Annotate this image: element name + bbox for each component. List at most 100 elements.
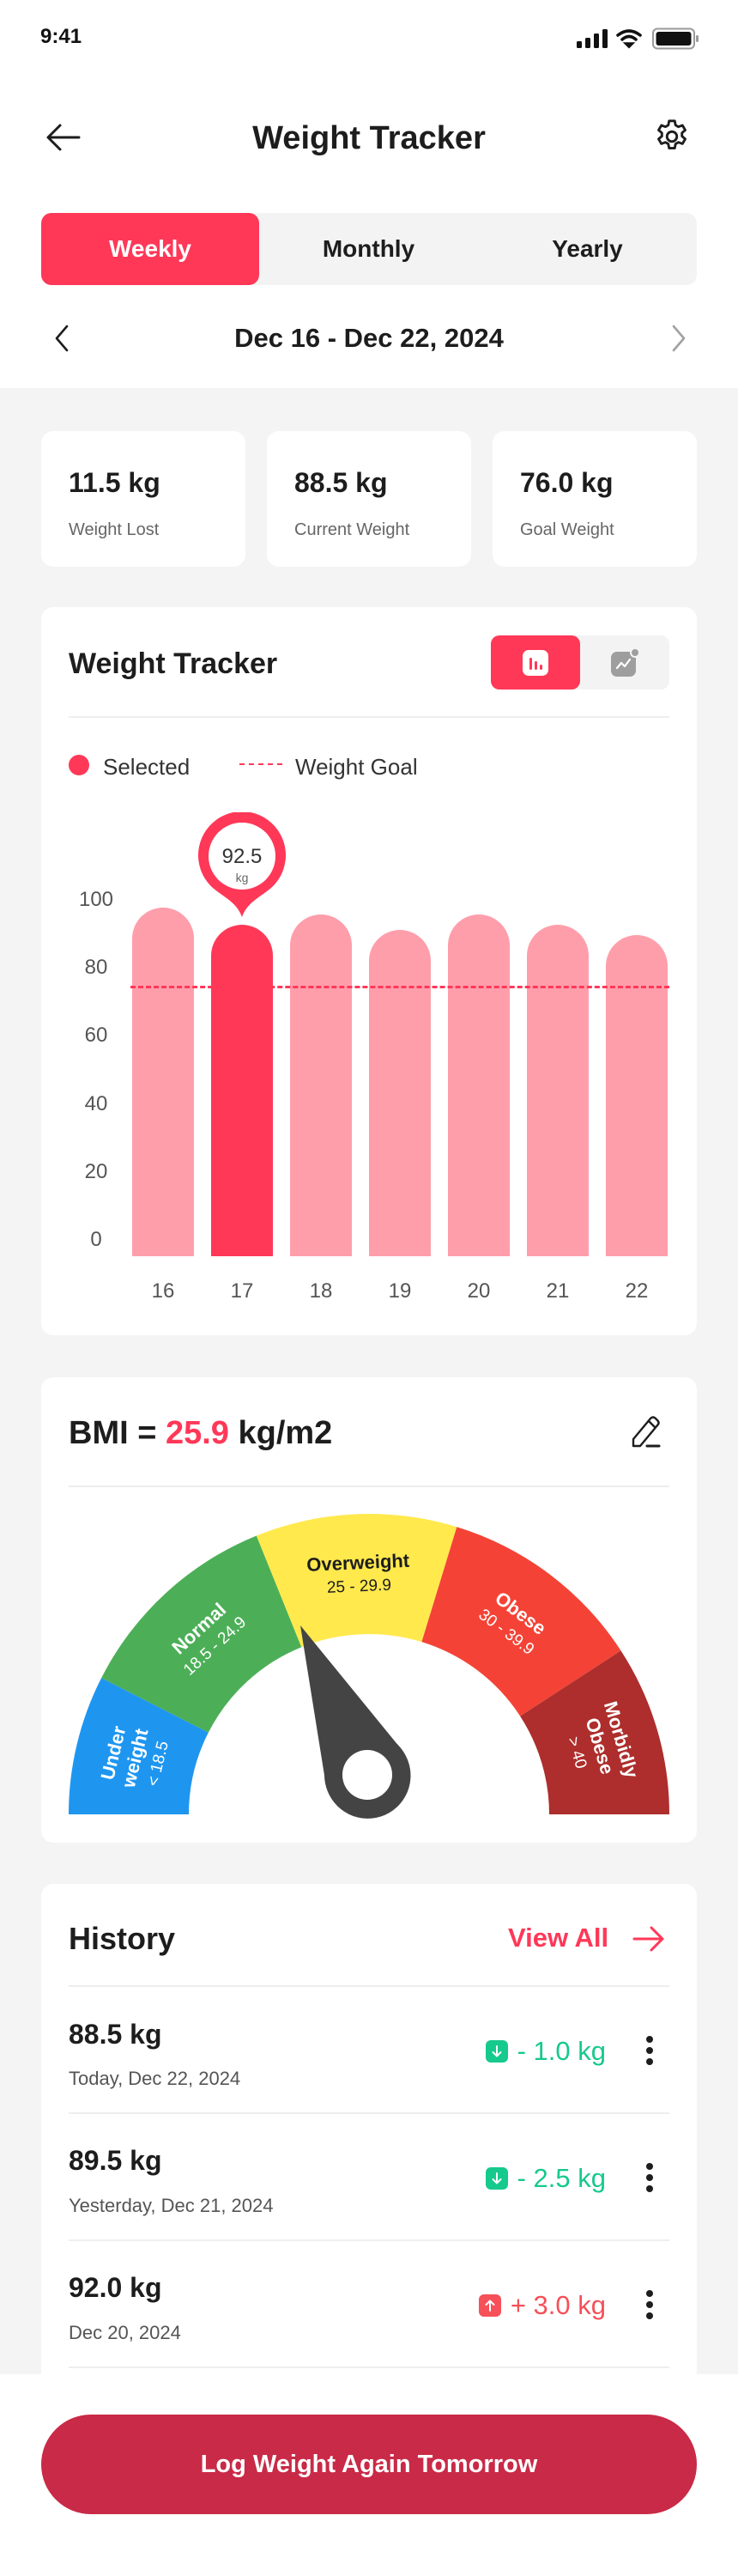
row-menu-button[interactable] bbox=[639, 2160, 660, 2195]
stat-value: 76.0 kg bbox=[520, 467, 614, 498]
page-title: Weight Tracker bbox=[252, 120, 486, 156]
chevron-left-icon bbox=[55, 325, 69, 352]
row-divider bbox=[69, 2239, 669, 2241]
bmi-prefix: BMI = bbox=[69, 1415, 166, 1451]
line-chart-icon bbox=[611, 647, 640, 677]
y-axis-tick: 20 bbox=[84, 1159, 108, 1183]
tooltip-value: 92.5 bbox=[221, 844, 263, 868]
stat-label: Goal Weight bbox=[520, 520, 614, 539]
kebab-dot bbox=[646, 2301, 653, 2308]
kebab-dot bbox=[646, 2163, 653, 2170]
wifi-icon bbox=[616, 29, 642, 49]
history-change: - 1.0 kg bbox=[485, 2036, 606, 2066]
history-change: + 3.0 kg bbox=[478, 2292, 606, 2318]
back-button[interactable] bbox=[45, 120, 82, 155]
bar-chart-icon bbox=[523, 649, 548, 676]
arrow-down-icon bbox=[485, 2039, 508, 2063]
status-time: 9:41 bbox=[40, 25, 82, 48]
status-icons bbox=[577, 27, 699, 50]
x-axis-tick: 16 bbox=[151, 1279, 175, 1303]
tab-monthly[interactable]: Monthly bbox=[322, 235, 415, 262]
goal-line bbox=[130, 986, 669, 989]
history-change-text: - 2.5 kg bbox=[517, 2163, 606, 2193]
chart-bar-18[interactable] bbox=[290, 914, 352, 1256]
row-menu-button[interactable] bbox=[639, 2033, 660, 2068]
history-weight: 89.5 kg bbox=[69, 2145, 162, 2176]
bmi-title: BMI = 25.9 kg/m2 bbox=[69, 1417, 332, 1449]
chart-bar-21[interactable] bbox=[527, 924, 589, 1256]
history-date: Yesterday, Dec 21, 2024 bbox=[69, 2195, 274, 2216]
x-axis-tick: 18 bbox=[309, 1279, 333, 1303]
history-change: - 2.5 kg bbox=[485, 2163, 606, 2193]
x-axis-tick: 20 bbox=[467, 1279, 491, 1303]
cellular-signal-icon bbox=[577, 29, 608, 48]
chart-bar-20[interactable] bbox=[448, 914, 510, 1256]
kebab-dot bbox=[646, 2047, 653, 2054]
history-title: History bbox=[69, 1921, 176, 1956]
settings-button[interactable] bbox=[652, 117, 692, 156]
tab-weekly[interactable]: Weekly bbox=[41, 213, 259, 285]
legend-goal-label: Weight Goal bbox=[295, 754, 418, 780]
y-axis-tick: 80 bbox=[84, 956, 108, 980]
chart-bar-16[interactable] bbox=[132, 907, 194, 1256]
x-axis-tick: 19 bbox=[388, 1279, 412, 1303]
arrow-up-icon bbox=[478, 2293, 501, 2317]
legend-selected-dot bbox=[69, 755, 89, 775]
pencil-icon bbox=[632, 1416, 661, 1448]
bmi-segment-morbidly-obese bbox=[520, 1650, 669, 1814]
x-axis-tick: 21 bbox=[546, 1279, 570, 1303]
y-axis-tick: 40 bbox=[84, 1091, 108, 1115]
chart-bar-22[interactable] bbox=[606, 934, 668, 1256]
kebab-dot bbox=[646, 2036, 653, 2043]
chart-bar-19[interactable] bbox=[369, 929, 431, 1256]
next-week-button[interactable] bbox=[665, 321, 691, 355]
tab-yearly[interactable]: Yearly bbox=[552, 235, 623, 262]
tooltip-unit: kg bbox=[235, 870, 249, 884]
y-axis-tick: 0 bbox=[90, 1228, 102, 1251]
chart-title: Weight Tracker bbox=[69, 647, 278, 680]
arrow-left-icon bbox=[46, 124, 81, 151]
kebab-dot bbox=[646, 2058, 653, 2065]
x-axis-tick: 22 bbox=[625, 1279, 649, 1303]
chart-type-toggle bbox=[491, 635, 669, 690]
row-menu-button[interactable] bbox=[639, 2287, 660, 2322]
bmi-unit: kg/m2 bbox=[228, 1415, 333, 1451]
bar-chart-toggle[interactable] bbox=[491, 635, 580, 690]
kebab-dot bbox=[646, 2185, 653, 2192]
chart-divider bbox=[69, 716, 669, 718]
log-weight-button[interactable]: Log Weight Again Tomorrow bbox=[41, 2415, 697, 2514]
view-all-link[interactable]: View All bbox=[508, 1923, 609, 1953]
period-tabs: Weekly Monthly Yearly bbox=[41, 213, 697, 285]
previous-week-button[interactable] bbox=[50, 321, 76, 355]
history-card bbox=[41, 1884, 697, 2433]
stat-value: 88.5 kg bbox=[294, 467, 388, 498]
svg-text:Overweight: Overweight bbox=[306, 1550, 410, 1576]
arrow-down-icon bbox=[485, 2166, 508, 2190]
chart-bar-17[interactable] bbox=[211, 924, 273, 1256]
history-date: Today, Dec 22, 2024 bbox=[69, 2068, 241, 2089]
legend-selected-label: Selected bbox=[103, 754, 191, 780]
bmi-divider bbox=[69, 1485, 669, 1487]
stat-value: 11.5 kg bbox=[69, 467, 160, 498]
kebab-dot bbox=[646, 2174, 653, 2181]
battery-icon bbox=[652, 27, 699, 50]
line-chart-toggle[interactable] bbox=[580, 635, 669, 690]
arrow-right-icon[interactable] bbox=[631, 1923, 667, 1954]
history-change-text: - 1.0 kg bbox=[517, 2036, 606, 2066]
bmi-segment-obese bbox=[421, 1527, 621, 1716]
stat-label: Weight Lost bbox=[69, 520, 160, 539]
selected-value-tooltip: 92.5 kg bbox=[198, 811, 286, 919]
bmi-segment-normal bbox=[101, 1535, 302, 1733]
date-range: Dec 16 - Dec 22, 2024 bbox=[234, 323, 504, 353]
gear-icon bbox=[657, 119, 687, 150]
bmi-segment-overweight bbox=[256, 1514, 457, 1648]
edit-bmi-button[interactable] bbox=[626, 1413, 666, 1453]
row-divider bbox=[69, 2366, 669, 2368]
gauge-needle-icon bbox=[300, 1625, 411, 1819]
history-weight: 92.0 kg bbox=[69, 2272, 162, 2303]
y-axis-tick: 60 bbox=[84, 1024, 108, 1048]
kebab-dot bbox=[646, 2312, 653, 2319]
